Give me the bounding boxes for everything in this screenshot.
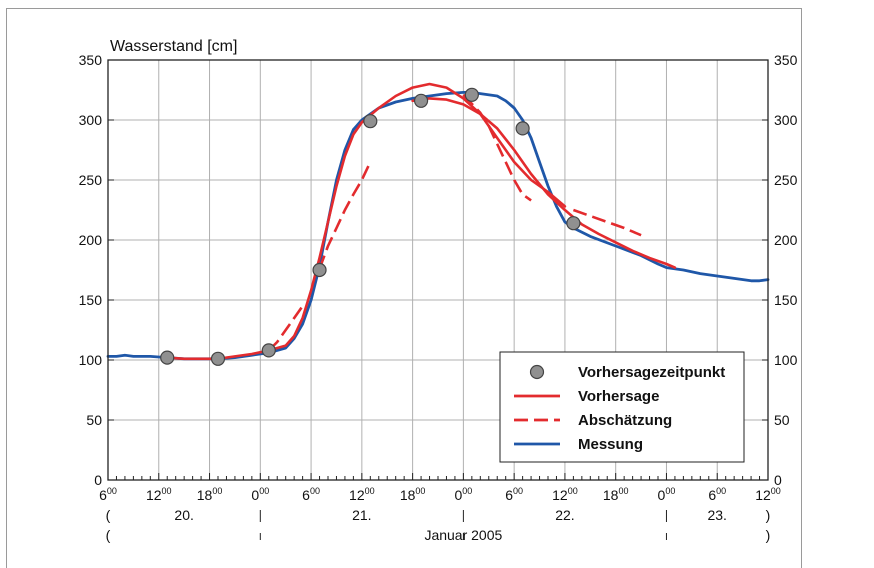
chart-legend: Vorhersagezeitpunkt Vorhersage Abschätzung…: [499, 351, 745, 463]
x-tick-label: 1800: [603, 486, 629, 503]
chart-series: [106, 82, 770, 361]
series-abschaetzung-segment: [318, 161, 372, 270]
x-tick-label: 000: [251, 486, 269, 503]
chart-grid: [108, 60, 768, 480]
y-tick-label-right: 150: [774, 292, 798, 308]
forecast-point: [464, 87, 479, 102]
y-tick-label-left: 50: [86, 412, 102, 428]
bracket: (: [106, 527, 111, 543]
forecast-point: [566, 216, 581, 231]
y-tick-label-left: 0: [94, 472, 102, 488]
y-axis-title: Wasserstand [cm]: [110, 38, 237, 55]
y-tick-label-right: 250: [774, 172, 798, 188]
y-tick-label-left: 350: [79, 52, 103, 68]
x-tick-label: 600: [99, 486, 117, 503]
legend-label: Messung: [578, 436, 643, 453]
x-tick-label: 600: [505, 486, 523, 503]
x-tick-label: 1200: [755, 486, 781, 503]
y-tick-label-left: 100: [79, 352, 103, 368]
x-tick-label: 1200: [146, 486, 172, 503]
y-tick-label-left: 300: [79, 112, 103, 128]
bracket: ): [766, 507, 771, 523]
forecast-point: [515, 121, 530, 136]
x-tick-label: 1800: [400, 486, 426, 503]
series-vorhersage-segment: [360, 82, 567, 208]
x-tick-label: 1200: [552, 486, 578, 503]
forecast-point: [160, 350, 175, 365]
forecast-markers: [160, 87, 581, 366]
day-label: 22.: [555, 507, 574, 523]
legend-label: Abschätzung: [578, 412, 672, 429]
x-tick-label: 600: [302, 486, 320, 503]
series-abschaetzung-segment: [267, 305, 304, 352]
x-tick-label: 600: [708, 486, 726, 503]
legend-label: Vorhersagezeitpunkt: [578, 364, 725, 381]
forecast-point: [363, 114, 378, 129]
bracket: ): [766, 527, 771, 543]
series-messung: [106, 91, 770, 361]
axis-labels: 0 0 50 50 100 100 150 150 200 200 250 250 300 300 350 3…: [79, 52, 798, 543]
day-label: 20.: [174, 507, 193, 523]
series-abschaetzung-segment: [572, 208, 642, 237]
y-tick-label-right: 200: [774, 232, 798, 248]
day-label: 23.: [707, 507, 726, 523]
y-tick-label-right: 50: [774, 412, 790, 428]
axis-ticks: [107, 59, 769, 481]
x-tick-label: 1800: [197, 486, 223, 503]
legend-marker-symbol: [529, 364, 545, 380]
legend-label: Vorhersage: [578, 388, 659, 405]
y-tick-label-right: 100: [774, 352, 798, 368]
day-label: 21.: [352, 507, 371, 523]
x-tick-label: 000: [454, 486, 472, 503]
forecast-point: [261, 343, 276, 358]
forecast-point: [210, 351, 226, 366]
y-tick-label-left: 200: [79, 232, 103, 248]
forecast-point: [413, 93, 429, 108]
x-tick-label: 1200: [349, 486, 375, 503]
forecast-point: [312, 262, 327, 278]
series-vorhersage-segment: [267, 121, 364, 352]
y-tick-label-right: 300: [774, 112, 798, 128]
y-tick-label-right: 350: [774, 52, 798, 68]
month-label: Januar 2005: [424, 527, 502, 543]
series-abschaetzung-segment: [462, 93, 532, 202]
y-tick-label-left: 250: [79, 172, 103, 188]
x-tick-label: 000: [658, 486, 676, 503]
series-vorhersage-segment: [411, 97, 677, 269]
bracket: (: [106, 507, 111, 523]
y-tick-label-right: 0: [774, 472, 782, 488]
y-tick-label-left: 150: [79, 292, 103, 308]
figure-frame: [6, 8, 802, 568]
